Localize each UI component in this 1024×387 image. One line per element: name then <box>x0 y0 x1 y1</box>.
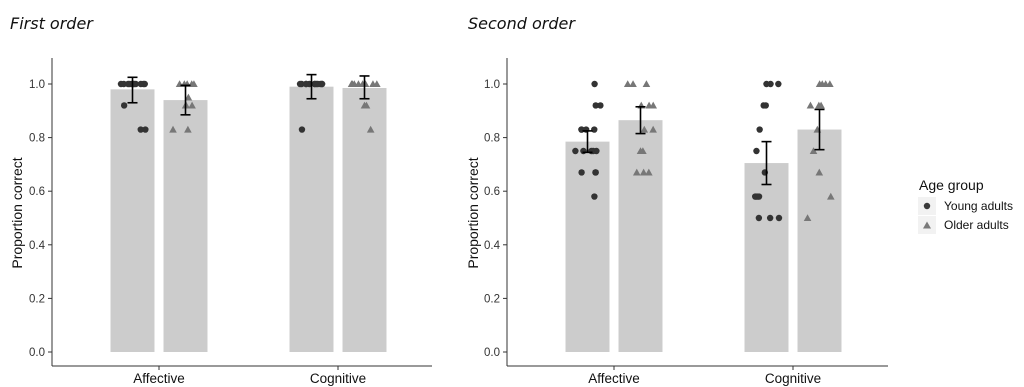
data-point-older <box>826 192 835 200</box>
data-point-older <box>184 125 192 133</box>
data-point-young <box>302 80 310 88</box>
triangle-marker-icon <box>923 221 931 229</box>
data-point-young <box>591 193 598 200</box>
data-point-young <box>580 147 587 155</box>
data-point-older <box>190 80 198 88</box>
x-tick-label: Affective <box>133 371 185 386</box>
y-tick-label: 0.4 <box>29 240 46 252</box>
data-point-older <box>636 147 645 155</box>
data-point-young <box>142 126 149 133</box>
second-order-panel: Second order Proportion correct 0.00.20.… <box>465 14 888 386</box>
y-tick-label: 1.0 <box>29 79 45 91</box>
data-point-young <box>124 80 132 88</box>
data-point-older <box>817 101 825 109</box>
y-tick-label: 1.0 <box>484 79 500 91</box>
panel-title: First order <box>10 14 94 33</box>
y-tick-label: 0.8 <box>29 133 45 145</box>
data-point-young <box>591 80 598 88</box>
data-point-older <box>806 101 815 109</box>
data-point-young <box>311 80 319 88</box>
y-tick-label: 0.6 <box>29 186 45 198</box>
data-point-young <box>298 126 306 133</box>
bar <box>797 129 842 352</box>
data-point-older <box>818 80 827 88</box>
plot-area: 0.0 0.2 0.4 0.6 0.8 1.0 Affective Cognitive <box>484 58 888 386</box>
data-point-older <box>623 80 632 88</box>
legend-item-older: Older adults <box>918 216 1009 234</box>
bar <box>289 86 334 353</box>
data-point-older <box>803 214 812 222</box>
data-point-older <box>629 80 637 88</box>
data-point-young <box>597 102 604 109</box>
y-tick-label: 0.8 <box>484 133 500 145</box>
data-point-older <box>649 125 657 133</box>
data-point-young <box>130 80 137 88</box>
data-point-young <box>137 80 145 88</box>
data-point-older <box>347 80 356 88</box>
data-point-older <box>809 147 818 155</box>
data-point-young <box>137 126 144 133</box>
data-point-young <box>120 102 128 109</box>
data-point-young <box>766 214 774 222</box>
bar <box>110 89 155 353</box>
data-point-young <box>763 80 770 88</box>
y-axis-title: Proportion correct <box>465 157 481 268</box>
legend-label: Older adults <box>944 218 1009 232</box>
data-point-older <box>362 101 371 109</box>
x-tick-label: Affective <box>588 371 640 386</box>
data-point-older <box>373 80 381 88</box>
first-order-panel: First order Proportion correct 0.0 0.2 0.4… <box>9 14 432 386</box>
data-point-young <box>591 126 598 133</box>
y-tick-label: 0.0 <box>484 347 500 359</box>
data-point-young <box>756 126 763 133</box>
data-point-young <box>775 80 782 88</box>
y-tick-label: 0.0 <box>29 347 45 359</box>
data-point-young <box>296 80 304 88</box>
data-point-young <box>593 147 600 155</box>
data-point-older <box>184 93 193 101</box>
data-point-young <box>578 169 585 176</box>
data-point-older <box>649 101 658 109</box>
legend-title: Age group <box>919 177 984 193</box>
bar <box>565 141 610 352</box>
data-point-young <box>762 102 769 109</box>
data-point-young <box>572 147 579 155</box>
y-axis-title: Proportion correct <box>9 157 25 268</box>
circle-marker-icon <box>923 202 931 210</box>
data-point-young <box>775 214 783 222</box>
data-point-older <box>169 125 177 133</box>
data-point-young <box>592 102 599 109</box>
data-point-young <box>582 126 590 133</box>
data-point-older <box>645 168 653 176</box>
data-point-young <box>592 169 599 176</box>
legend-item-young: Young adults <box>918 197 1013 215</box>
data-point-young <box>588 147 595 155</box>
data-point-young <box>755 214 763 222</box>
legend-label: Young adults <box>944 199 1013 213</box>
data-point-older <box>640 125 649 133</box>
data-point-older <box>632 168 641 176</box>
data-point-young <box>755 193 763 200</box>
y-tick-label: 0.2 <box>484 293 500 305</box>
y-tick-label: 0.2 <box>29 293 45 305</box>
data-point-young <box>753 147 760 155</box>
bar <box>163 100 208 352</box>
data-point-older <box>188 101 196 109</box>
panel-title: Second order <box>468 14 576 33</box>
data-point-older <box>642 80 651 88</box>
bar <box>744 163 789 352</box>
bar <box>618 120 663 353</box>
x-tick-label: Cognitive <box>310 371 366 386</box>
bar <box>342 88 387 353</box>
data-point-older <box>639 168 648 176</box>
y-tick-label: 0.4 <box>484 240 501 252</box>
x-tick-label: Cognitive <box>765 371 821 386</box>
y-tick-label: 0.6 <box>484 186 500 198</box>
plot-area: 0.0 0.2 0.4 0.6 0.8 1.0 Affective Cognitive <box>29 58 432 386</box>
data-point-older <box>815 168 824 176</box>
legend: Age group Young adults Older adults <box>918 177 1013 234</box>
data-point-older <box>366 125 375 133</box>
